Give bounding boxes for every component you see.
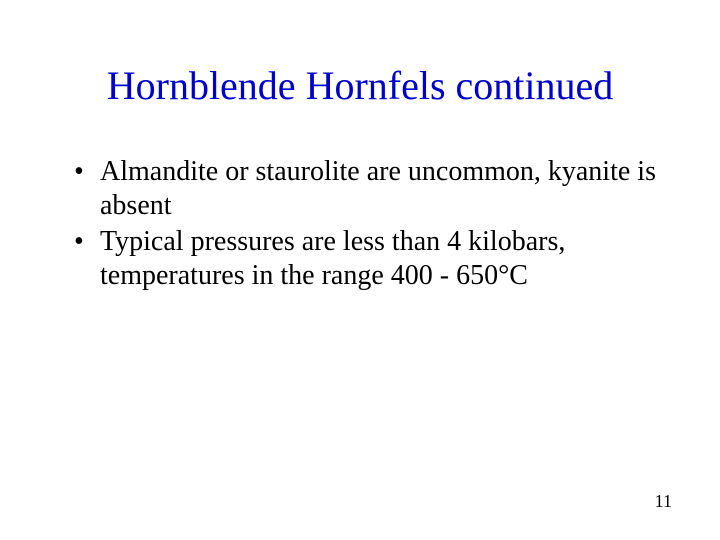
slide-title: Hornblende Hornfels continued [0,62,720,109]
bullet-list: Almandite or staurolite are uncommon, ky… [72,155,660,294]
bullet-item: Almandite or staurolite are uncommon, ky… [72,155,660,223]
bullet-item: Typical pressures are less than 4 kiloba… [72,225,660,293]
slide: Hornblende Hornfels continued Almandite … [0,0,720,540]
slide-body: Almandite or staurolite are uncommon, ky… [72,155,660,296]
page-number: 11 [655,491,672,512]
